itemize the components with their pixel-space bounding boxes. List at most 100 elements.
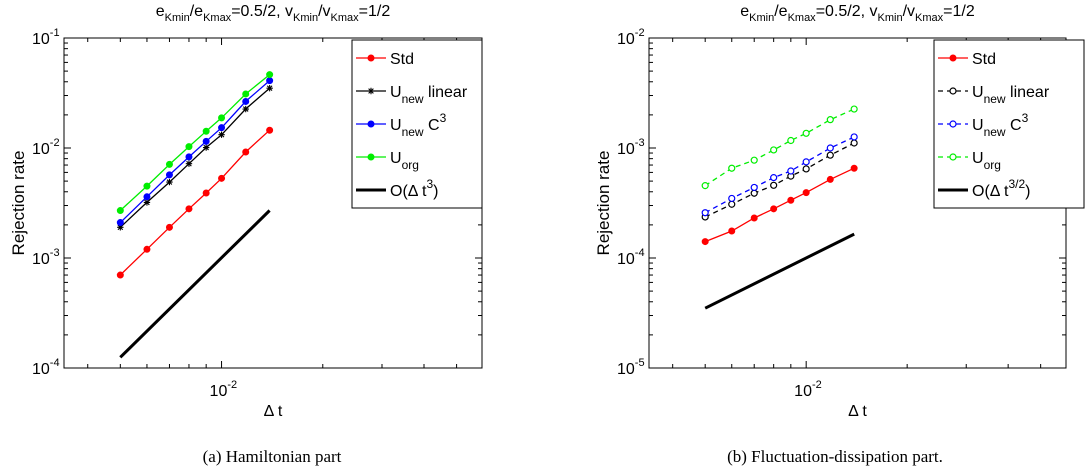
legend-entry: O(Δ t3/2)	[938, 177, 1030, 200]
legend-marker	[949, 153, 957, 161]
data-point	[802, 165, 810, 173]
x-tick-label: 10-2	[794, 379, 822, 400]
data-point	[266, 126, 274, 134]
data-point	[218, 114, 226, 122]
data-point	[202, 189, 210, 197]
data-point	[728, 200, 736, 208]
data-point	[850, 133, 858, 141]
legend-marker	[367, 153, 375, 161]
data-point	[116, 207, 124, 215]
data-point	[750, 183, 758, 192]
legend-label: O(Δ t3/2)	[972, 177, 1030, 200]
data-point	[770, 181, 778, 189]
legend-marker	[367, 87, 375, 95]
caption-a: (a) Hamiltonian part	[203, 447, 342, 466]
data-point	[787, 136, 795, 145]
data-point	[185, 160, 193, 167]
data-point	[242, 148, 250, 156]
data-point	[185, 205, 193, 213]
data-point	[143, 182, 151, 190]
legend: Std Unew linear Unew C3 Uorg O(Δ t3/2)	[933, 39, 1085, 209]
data-point	[728, 227, 736, 235]
legend-entry: Uorg	[356, 150, 419, 172]
legend-entry: Unew C3	[938, 111, 1029, 139]
data-point	[850, 139, 858, 147]
series-line	[119, 74, 271, 211]
y-axis-label: Rejection rate	[9, 151, 28, 256]
legend-label: Uorg	[972, 150, 1001, 172]
y-tick-label: 10-2	[617, 27, 645, 48]
data-point	[218, 131, 225, 138]
legend-marker	[949, 120, 957, 128]
data-point	[787, 167, 795, 175]
data-point	[770, 146, 778, 154]
legend-label: Std	[972, 51, 996, 68]
legend-marker	[949, 54, 957, 62]
data-point	[701, 209, 709, 217]
series-1	[117, 84, 273, 231]
chart-panel-b: 10-5 10-4 10-3 10-2 10-2 Δ t Rejection rate eKm…	[594, 3, 1085, 420]
data-point	[770, 205, 778, 213]
caption-b: (b) Fluctuation-dissipation part.	[727, 447, 943, 466]
data-point	[728, 164, 736, 172]
series-line	[704, 142, 855, 218]
series-4	[119, 209, 271, 359]
data-point	[850, 164, 858, 172]
data-point	[165, 223, 173, 231]
data-point	[143, 245, 151, 253]
data-point	[202, 137, 210, 145]
data-point	[166, 178, 173, 186]
y-tick-label: 10-4	[617, 247, 645, 268]
series-1	[701, 139, 858, 221]
data-point	[826, 116, 834, 124]
data-point	[750, 214, 758, 222]
data-point	[826, 144, 834, 152]
chart-title: eKmin/eKmax=0.5/2, vKmin/vKmax=1/2	[740, 3, 975, 24]
y-tick-label: 10-3	[617, 137, 645, 158]
data-point	[116, 271, 124, 279]
y-axis-label: Rejection rate	[594, 151, 613, 256]
data-point	[770, 174, 778, 182]
data-point	[787, 196, 795, 204]
data-point	[116, 219, 124, 227]
legend: Std Unew linear Unew C3 Uorg O(Δ t3)	[351, 39, 483, 209]
data-point	[165, 160, 173, 168]
legend-entry: Std	[356, 51, 414, 68]
series-2	[701, 133, 858, 217]
data-point	[750, 156, 758, 164]
data-point	[242, 97, 250, 105]
data-point	[728, 194, 736, 203]
x-tick-label: 10-2	[210, 379, 238, 400]
y-tick-label: 10-3	[32, 247, 60, 268]
series-3	[116, 71, 274, 215]
series-0	[116, 126, 274, 279]
data-point	[202, 127, 210, 135]
legend-label: Unew linear	[972, 84, 1050, 106]
data-point	[826, 175, 834, 183]
legend-label: Uorg	[390, 150, 419, 172]
data-point	[185, 153, 193, 161]
legend-marker	[367, 120, 375, 128]
series-line	[704, 136, 855, 214]
data-point	[117, 224, 124, 231]
y-tick-label: 10-4	[32, 357, 60, 378]
legend-label: Unew C3	[390, 111, 447, 139]
data-point	[185, 143, 193, 151]
y-tick-label: 10-5	[617, 357, 645, 378]
data-point	[802, 158, 810, 166]
data-point	[266, 71, 274, 79]
series-3	[701, 105, 858, 190]
legend-marker	[949, 87, 957, 95]
legend-label: Unew linear	[390, 84, 468, 106]
data-point	[750, 189, 758, 197]
data-point	[701, 238, 709, 246]
legend-marker	[367, 54, 375, 62]
data-point	[218, 124, 226, 132]
y-tick-label: 10-2	[32, 137, 60, 158]
data-point	[802, 129, 810, 137]
legend-entry: Unew C3	[356, 111, 447, 139]
data-point	[202, 144, 210, 151]
legend-label: Unew C3	[972, 111, 1029, 139]
data-point	[826, 151, 834, 159]
